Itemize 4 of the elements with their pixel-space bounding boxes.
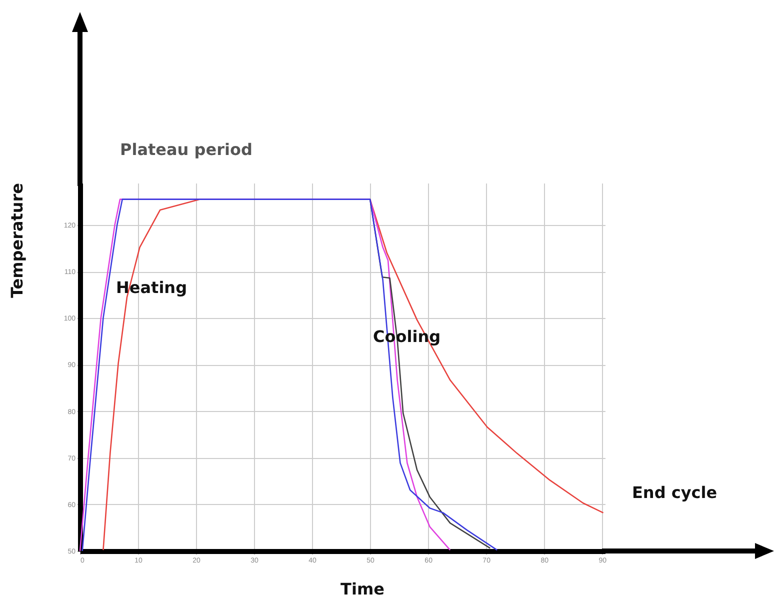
x-axis-title: Time bbox=[340, 580, 385, 598]
y-axis-title: Temperature bbox=[8, 182, 26, 298]
text: Plateau period bbox=[120, 140, 252, 159]
text: End cycle bbox=[632, 483, 718, 502]
